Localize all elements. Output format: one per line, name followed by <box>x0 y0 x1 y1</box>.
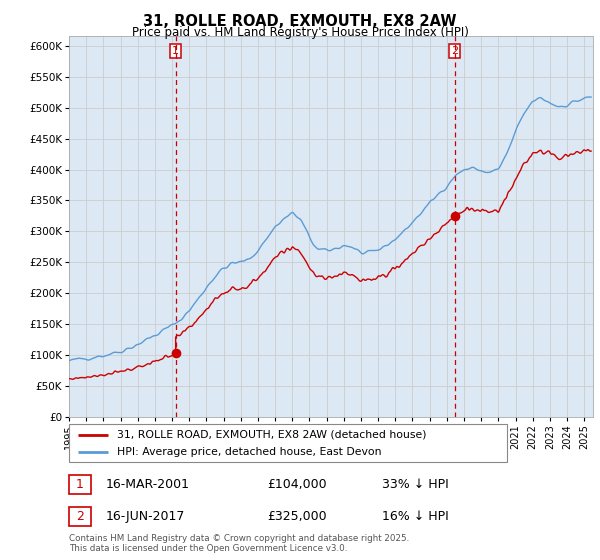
FancyBboxPatch shape <box>69 424 507 462</box>
Text: 16% ↓ HPI: 16% ↓ HPI <box>382 510 449 523</box>
Text: Contains HM Land Registry data © Crown copyright and database right 2025.
This d: Contains HM Land Registry data © Crown c… <box>69 534 409 553</box>
Text: 2: 2 <box>76 510 84 523</box>
FancyBboxPatch shape <box>69 475 91 494</box>
Text: 1: 1 <box>76 478 84 491</box>
Text: 16-JUN-2017: 16-JUN-2017 <box>106 510 185 523</box>
Text: 2: 2 <box>451 46 458 56</box>
FancyBboxPatch shape <box>69 507 91 526</box>
Text: Price paid vs. HM Land Registry's House Price Index (HPI): Price paid vs. HM Land Registry's House … <box>131 26 469 39</box>
Text: 33% ↓ HPI: 33% ↓ HPI <box>382 478 449 491</box>
Text: 31, ROLLE ROAD, EXMOUTH, EX8 2AW (detached house): 31, ROLLE ROAD, EXMOUTH, EX8 2AW (detach… <box>117 430 427 440</box>
Text: £104,000: £104,000 <box>268 478 327 491</box>
Text: £325,000: £325,000 <box>268 510 327 523</box>
Text: 16-MAR-2001: 16-MAR-2001 <box>106 478 190 491</box>
Text: HPI: Average price, detached house, East Devon: HPI: Average price, detached house, East… <box>117 447 382 458</box>
Text: 1: 1 <box>172 46 179 56</box>
Text: 31, ROLLE ROAD, EXMOUTH, EX8 2AW: 31, ROLLE ROAD, EXMOUTH, EX8 2AW <box>143 14 457 29</box>
